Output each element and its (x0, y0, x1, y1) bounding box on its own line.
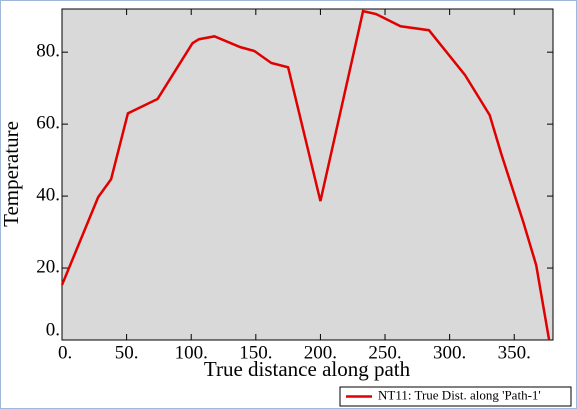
y-tick-label: 0. (46, 319, 60, 340)
data-line (60, 9, 551, 341)
x-axis-title: True distance along path (204, 357, 411, 381)
x-tick-label: 350. (498, 342, 531, 363)
x-tick-label: 0. (58, 342, 72, 363)
x-tick-label: 200. (304, 342, 337, 363)
x-tick-label: 50. (115, 342, 139, 363)
y-tick-label: 40. (36, 184, 60, 205)
x-tick-label: 150. (239, 342, 272, 363)
x-tick-label: 300. (433, 342, 466, 363)
x-tick-label: 250. (368, 342, 401, 363)
legend-label: NT11: True Dist. along 'Path-1' (378, 387, 541, 402)
x-tick-label: 100. (175, 342, 208, 363)
y-tick-label: 60. (36, 112, 60, 133)
plot-area (61, 8, 554, 341)
legend (339, 386, 572, 407)
y-axis-title: Temperature (0, 121, 23, 227)
y-tick-label: 80. (36, 41, 60, 62)
y-tick-label: 20. (36, 256, 60, 277)
